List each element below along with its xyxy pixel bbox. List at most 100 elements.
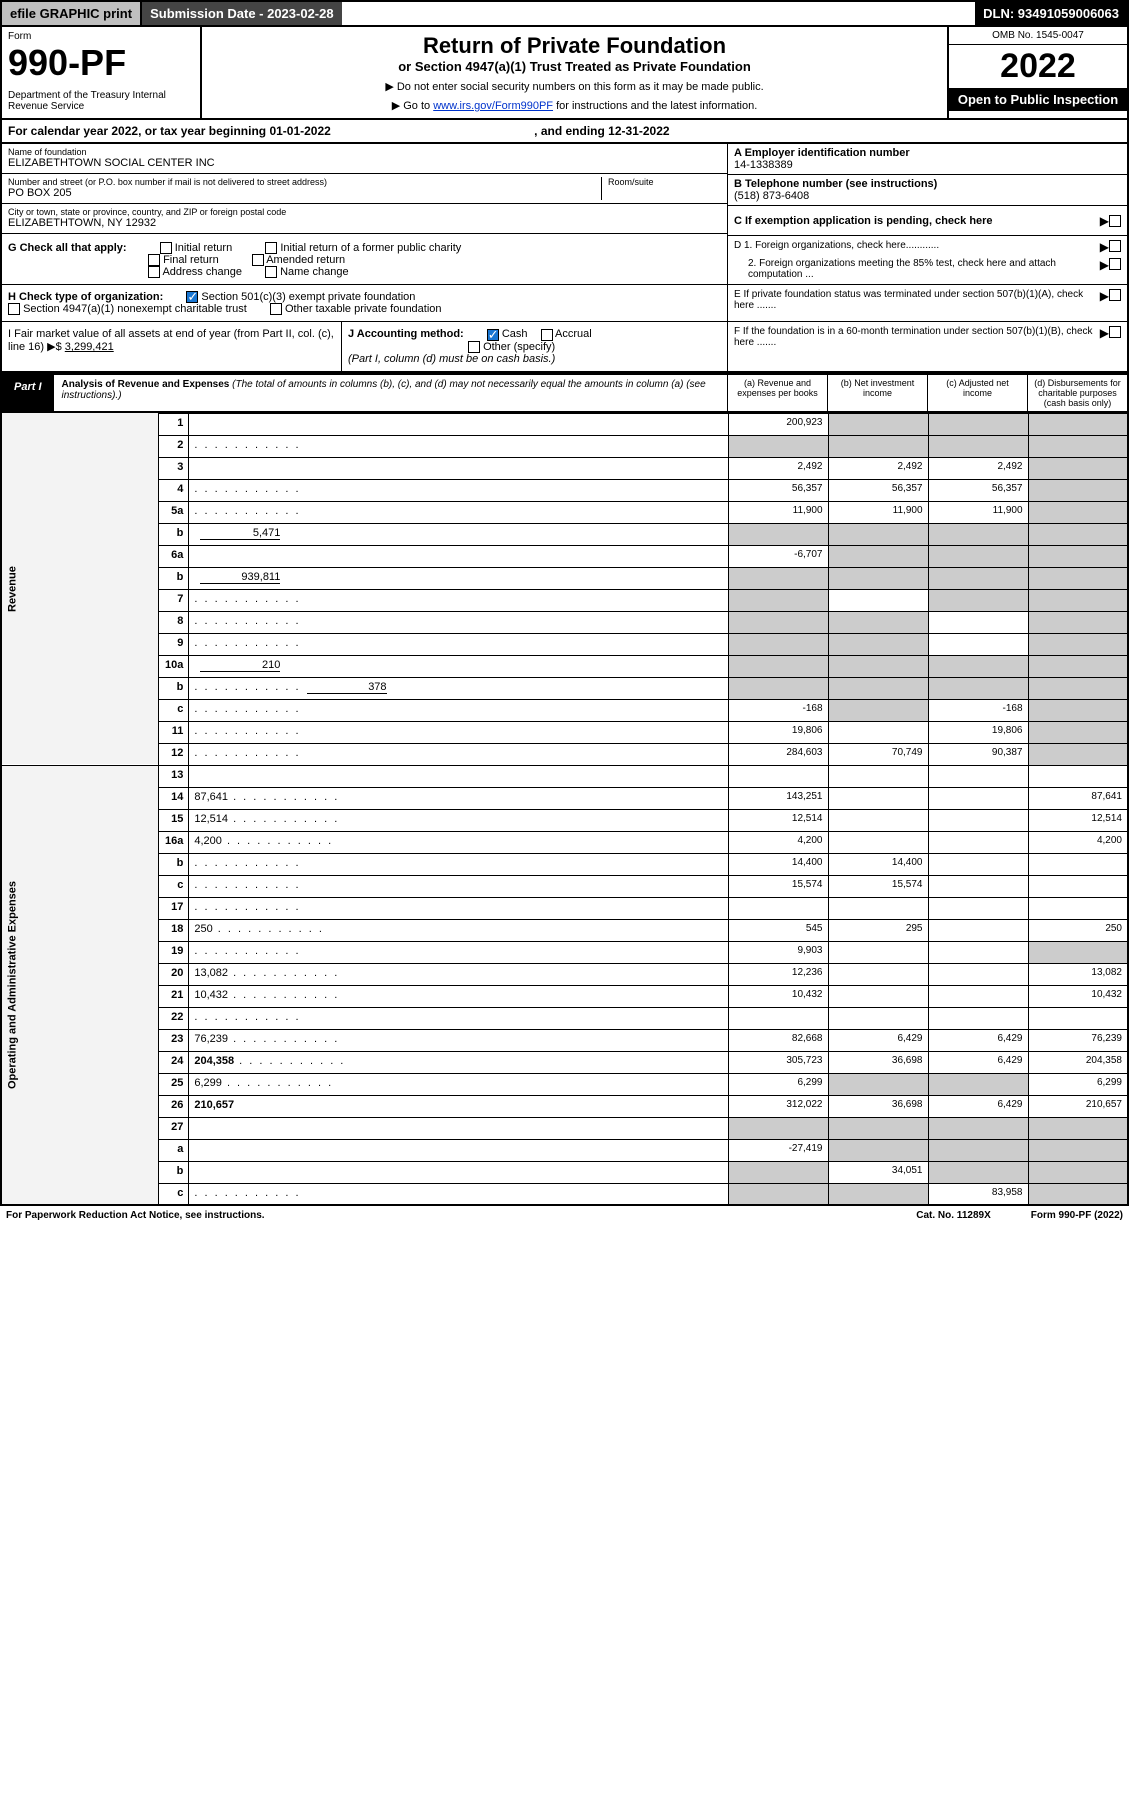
line-description: 210: [189, 655, 728, 677]
col-a-value: [728, 765, 828, 787]
f-label: F If the foundation is in a 60-month ter…: [734, 326, 1100, 348]
checkbox-e[interactable]: [1109, 289, 1121, 301]
col-d-value: [1028, 875, 1128, 897]
form-subtitle: or Section 4947(a)(1) Trust Treated as P…: [208, 59, 941, 74]
room-label: Room/suite: [608, 177, 721, 187]
table-row: 456,35756,35756,357: [1, 479, 1128, 501]
checkbox-501c3[interactable]: [186, 291, 198, 303]
line-description: [189, 1139, 728, 1161]
f-block: F If the foundation is in a 60-month ter…: [727, 322, 1127, 370]
efile-print-button[interactable]: efile GRAPHIC print: [2, 2, 142, 25]
checkbox-4947[interactable]: [8, 303, 20, 315]
col-b-value: [828, 1139, 928, 1161]
line-number: c: [159, 1183, 189, 1205]
table-row: 27: [1, 1117, 1128, 1139]
col-b-value: 34,051: [828, 1161, 928, 1183]
g-label: G Check all that apply:: [8, 242, 127, 254]
instr2-pre: ▶ Go to: [392, 100, 433, 112]
col-d-value: [1028, 897, 1128, 919]
col-c-value: 6,429: [928, 1095, 1028, 1117]
col-c-value: 11,900: [928, 501, 1028, 523]
col-d-value: [1028, 545, 1128, 567]
col-c-value: [928, 523, 1028, 545]
e-block: E If private foundation status was termi…: [727, 285, 1127, 321]
line-description: [189, 501, 728, 523]
checkbox-d2[interactable]: [1109, 258, 1121, 270]
checkbox-name-change[interactable]: [265, 266, 277, 278]
col-a-value: [728, 677, 828, 699]
foundation-city: ELIZABETHTOWN, NY 12932: [8, 217, 721, 229]
checkbox-initial-former[interactable]: [265, 242, 277, 254]
col-c-value: [928, 1161, 1028, 1183]
line-description: 5,471: [189, 523, 728, 545]
expenses-side-label: Operating and Administrative Expenses: [1, 765, 159, 1205]
line-number: c: [159, 875, 189, 897]
col-d-value: 12,514: [1028, 809, 1128, 831]
checkbox-d1[interactable]: [1109, 240, 1121, 252]
col-b-value: [828, 611, 928, 633]
col-b-value: 11,900: [828, 501, 928, 523]
foundation-name: ELIZABETHTOWN SOCIAL CENTER INC: [8, 157, 721, 169]
checkbox-initial[interactable]: [160, 242, 172, 254]
col-c-value: [928, 677, 1028, 699]
phone-label: B Telephone number (see instructions): [734, 178, 1121, 190]
line-number: 23: [159, 1029, 189, 1051]
col-a-value: 200,923: [728, 413, 828, 435]
col-c-value: 2,492: [928, 457, 1028, 479]
checkbox-other-taxable[interactable]: [270, 303, 282, 315]
col-c-value: [928, 589, 1028, 611]
col-d-value: [1028, 633, 1128, 655]
d1-label: D 1. Foreign organizations, check here..…: [734, 240, 1100, 254]
table-row: 2376,23982,6686,4296,42976,239: [1, 1029, 1128, 1051]
checkbox-accrual[interactable]: [541, 329, 553, 341]
col-a-head: (a) Revenue and expenses per books: [727, 375, 827, 411]
line-number: 11: [159, 721, 189, 743]
footer-form: Form 990-PF (2022): [1031, 1210, 1123, 1221]
checkbox-c[interactable]: [1109, 215, 1121, 227]
ij-row: I Fair market value of all assets at end…: [0, 322, 1129, 372]
checkbox-other-method[interactable]: [468, 341, 480, 353]
checkbox-f[interactable]: [1109, 326, 1121, 338]
table-row: 8: [1, 611, 1128, 633]
g-check-row: G Check all that apply: Initial return I…: [0, 236, 1129, 285]
col-b-value: [828, 567, 928, 589]
col-d-value: [1028, 765, 1128, 787]
line-description: 13,082: [189, 963, 728, 985]
table-row: 1119,80619,806: [1, 721, 1128, 743]
table-row: c-168-168: [1, 699, 1128, 721]
col-c-value: [928, 545, 1028, 567]
line-description: [189, 435, 728, 457]
g-opt-5: Name change: [280, 266, 349, 278]
col-d-value: [1028, 655, 1128, 677]
col-b-value: [828, 699, 928, 721]
j-accrual: Accrual: [555, 328, 592, 340]
col-c-value: [928, 633, 1028, 655]
col-a-value: 312,022: [728, 1095, 828, 1117]
col-c-value: [928, 897, 1028, 919]
col-b-value: [828, 589, 928, 611]
checkbox-amended[interactable]: [252, 254, 264, 266]
col-c-value: [928, 655, 1028, 677]
checkbox-address[interactable]: [148, 266, 160, 278]
line-description: 210,657: [189, 1095, 728, 1117]
form-id-block: Form 990-PF Department of the Treasury I…: [2, 27, 202, 118]
col-b-value: 70,749: [828, 743, 928, 765]
g-opt-4: Address change: [162, 266, 242, 278]
tax-year: 2022: [949, 45, 1127, 88]
line-number: 1: [159, 413, 189, 435]
col-b-value: 295: [828, 919, 928, 941]
line-description: [189, 875, 728, 897]
col-d-value: 250: [1028, 919, 1128, 941]
col-b-value: 6,429: [828, 1029, 928, 1051]
col-c-value: [928, 1007, 1028, 1029]
checkbox-cash[interactable]: [487, 329, 499, 341]
table-row: 18250545295250: [1, 919, 1128, 941]
col-c-value: [928, 611, 1028, 633]
line-number: 2: [159, 435, 189, 457]
col-c-value: [928, 1117, 1028, 1139]
irs-link[interactable]: www.irs.gov/Form990PF: [433, 100, 553, 112]
col-b-value: [828, 677, 928, 699]
arrow-icon: ▶: [1100, 214, 1109, 228]
ein-cell: A Employer identification number 14-1338…: [728, 144, 1127, 175]
checkbox-final[interactable]: [148, 254, 160, 266]
